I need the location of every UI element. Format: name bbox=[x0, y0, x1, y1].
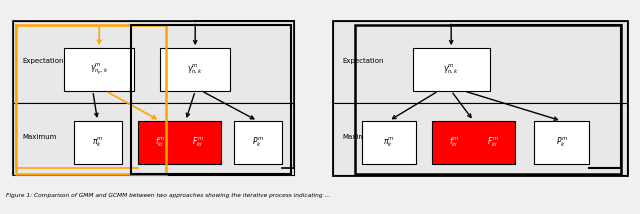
Text: Figure 1: Comparison of GMM and GCMM between two approaches showing the iterativ: Figure 1: Comparison of GMM and GCMM bet… bbox=[6, 193, 330, 198]
Bar bbox=[64, 48, 134, 91]
Bar bbox=[160, 48, 230, 91]
Bar bbox=[13, 21, 294, 175]
Bar bbox=[413, 48, 490, 91]
Text: $f_{ki}^{m}$: $f_{ki}^{m}$ bbox=[155, 135, 165, 149]
Text: $\pi_k^{m}$: $\pi_k^{m}$ bbox=[383, 135, 395, 149]
Bar bbox=[333, 103, 627, 175]
Text: $F_{ki}^{m}$: $F_{ki}^{m}$ bbox=[193, 135, 204, 149]
Bar bbox=[432, 121, 515, 164]
Text: $P_k^{m}$: $P_k^{m}$ bbox=[252, 135, 264, 149]
Text: $\gamma_{n_p,k}^{m}$: $\gamma_{n_p,k}^{m}$ bbox=[90, 62, 108, 77]
Bar bbox=[534, 121, 589, 164]
Bar bbox=[362, 121, 416, 164]
Text: $F_{ki}^{m}$: $F_{ki}^{m}$ bbox=[487, 135, 499, 149]
Text: Expectation: Expectation bbox=[22, 58, 64, 64]
Bar bbox=[333, 21, 627, 103]
Text: Expectation: Expectation bbox=[342, 58, 384, 64]
Bar bbox=[234, 121, 282, 164]
Bar bbox=[13, 103, 294, 175]
Bar bbox=[138, 121, 221, 164]
Text: Maximum: Maximum bbox=[342, 134, 377, 140]
Bar bbox=[333, 21, 627, 175]
Text: Maximum: Maximum bbox=[22, 134, 57, 140]
Bar bbox=[74, 121, 122, 164]
Bar bbox=[131, 25, 291, 174]
Bar bbox=[16, 25, 166, 174]
Text: $\pi_k^{m}$: $\pi_k^{m}$ bbox=[92, 135, 104, 149]
Text: $P_k^{m}$: $P_k^{m}$ bbox=[556, 135, 568, 149]
Text: $\gamma_{n,k}^{m}$: $\gamma_{n,k}^{m}$ bbox=[188, 63, 203, 76]
Bar bbox=[13, 21, 294, 103]
Bar bbox=[355, 25, 621, 174]
Text: $f_{ki}^{m}$: $f_{ki}^{m}$ bbox=[449, 135, 460, 149]
Text: $\gamma_{n,k}^{m}$: $\gamma_{n,k}^{m}$ bbox=[444, 63, 459, 76]
